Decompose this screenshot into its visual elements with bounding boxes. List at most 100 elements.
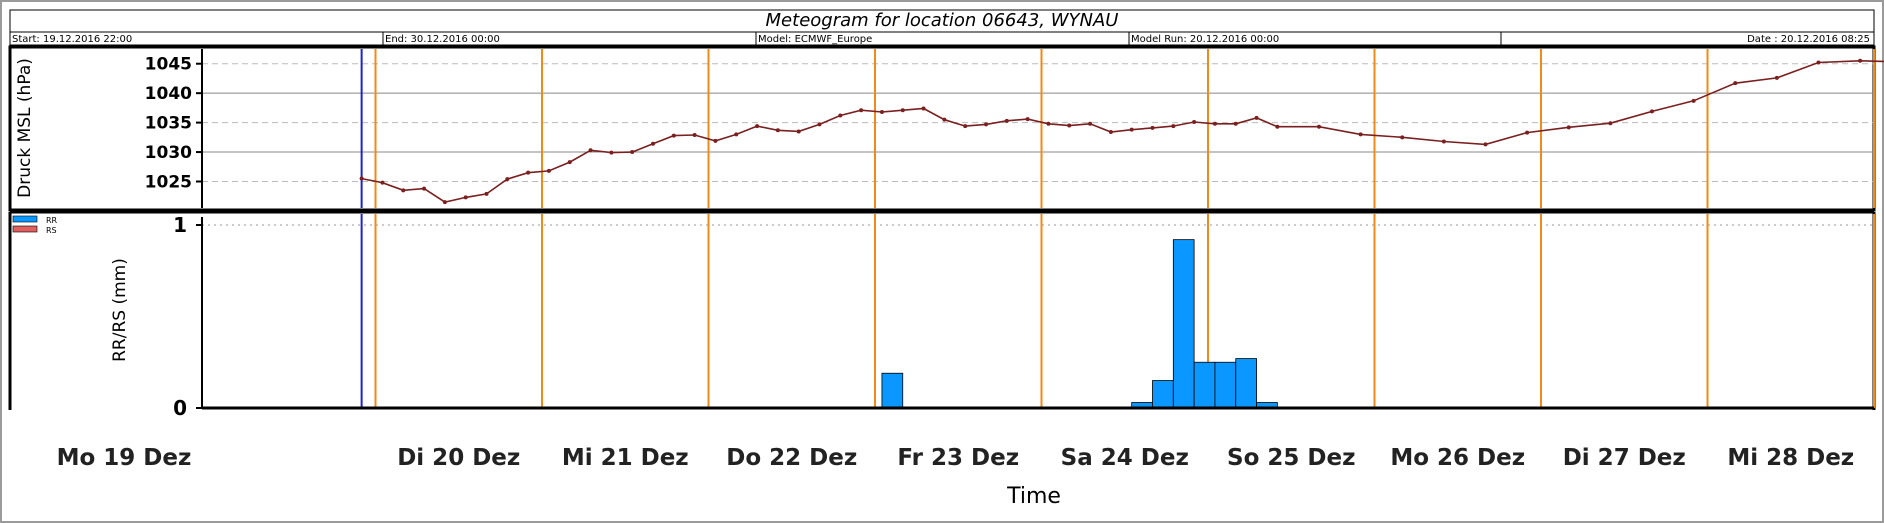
legend-rr-swatch bbox=[12, 215, 38, 223]
pressure-point bbox=[796, 129, 801, 134]
x-axis-day-labels: Mo 19 Dez Di 20 Dez Mi 21 Dez Do 22 Dez Fr 2… bbox=[57, 445, 1855, 471]
pressure-point bbox=[838, 113, 843, 118]
pressure-point bbox=[1317, 124, 1321, 129]
date-label: Date : 20.12.2016 08:25 bbox=[1747, 34, 1870, 45]
pressure-point bbox=[567, 160, 572, 165]
pressure-point bbox=[1254, 115, 1259, 120]
precip-bar-rr bbox=[1193, 361, 1216, 409]
pressure-point bbox=[1129, 127, 1134, 132]
pressure-point bbox=[1150, 125, 1155, 130]
pressure-point bbox=[422, 186, 427, 191]
precip-bar-rr bbox=[1235, 358, 1257, 409]
pressure-point bbox=[588, 148, 593, 153]
pressure-point bbox=[442, 200, 447, 205]
pressure-point bbox=[713, 138, 718, 143]
pressure-point bbox=[1358, 132, 1363, 137]
pressure-y-ticks: 1025 1030 1035 1040 1045 bbox=[145, 49, 203, 208]
x-day-label: Fr 23 Dez bbox=[897, 445, 1019, 471]
pressure-point bbox=[1483, 142, 1488, 147]
legend-rs-label: RS bbox=[46, 226, 57, 235]
x-day-label: So 25 Dez bbox=[1227, 445, 1355, 471]
chart-title: Meteogram for location 06643, WYNAU bbox=[766, 10, 1119, 31]
pressure-y-tick-label: 1040 bbox=[145, 84, 192, 104]
x-day-label: Do 22 Dez bbox=[726, 445, 857, 471]
pressure-point bbox=[1004, 118, 1009, 123]
pressure-point bbox=[817, 122, 822, 127]
pressure-point bbox=[775, 128, 780, 133]
pressure-point bbox=[463, 195, 468, 200]
pressure-point bbox=[1046, 121, 1051, 126]
precip-bar-rr bbox=[1214, 361, 1237, 409]
pressure-point bbox=[526, 170, 531, 175]
pressure-series-line bbox=[361, 59, 1884, 203]
precip-panel: 01 RR/RS (mm) RR RS bbox=[8, 210, 1876, 420]
pressure-point bbox=[942, 117, 947, 122]
pressure-y-tick-label: 1045 bbox=[145, 55, 192, 75]
pressure-point bbox=[900, 108, 905, 113]
header-box bbox=[9, 9, 1875, 46]
pressure-point bbox=[401, 188, 406, 193]
pressure-point bbox=[651, 141, 655, 146]
pressure-point bbox=[1733, 81, 1738, 86]
pressure-point bbox=[1441, 139, 1446, 144]
pressure-point bbox=[630, 150, 635, 155]
pressure-point bbox=[755, 124, 760, 129]
pressure-point bbox=[1858, 58, 1863, 63]
pressure-point bbox=[1691, 98, 1696, 103]
start-label: Start: 19.12.2016 22:00 bbox=[12, 34, 132, 45]
model-run-label: Model Run: 20.12.2016 00:00 bbox=[1131, 34, 1279, 45]
end-label: End: 30.12.2016 00:00 bbox=[385, 34, 500, 45]
pressure-point bbox=[1774, 75, 1779, 80]
pressure-point bbox=[1171, 124, 1176, 129]
pressure-y-label: Druck MSL (hPa) bbox=[15, 58, 35, 198]
x-day-label: Di 20 Dez bbox=[397, 445, 520, 471]
pressure-point bbox=[692, 132, 697, 137]
model-label: Model: ECMWF_Europe bbox=[758, 34, 872, 45]
pressure-point bbox=[609, 150, 614, 155]
pressure-point bbox=[1816, 60, 1821, 65]
pressure-point bbox=[1525, 130, 1530, 135]
pressure-point bbox=[963, 124, 968, 129]
pressure-points bbox=[359, 58, 1863, 205]
pressure-day-lines bbox=[374, 49, 1875, 208]
pressure-point bbox=[671, 133, 676, 138]
pressure-point bbox=[1108, 130, 1113, 135]
x-day-label: Mi 28 Dez bbox=[1727, 445, 1854, 471]
precip-y-label: RR/RS (mm) bbox=[110, 258, 130, 362]
pressure-point bbox=[1566, 125, 1571, 130]
precip-bar-rr bbox=[1172, 239, 1195, 409]
pressure-point bbox=[734, 132, 739, 137]
x-day-label: Sa 24 Dez bbox=[1061, 445, 1189, 471]
pressure-point bbox=[1233, 121, 1238, 126]
pressure-point bbox=[1275, 124, 1280, 129]
pressure-point bbox=[921, 106, 926, 111]
pressure-point bbox=[484, 191, 489, 196]
pressure-point bbox=[1400, 135, 1405, 140]
x-day-label: Mi 21 Dez bbox=[562, 445, 689, 471]
pressure-point bbox=[1192, 120, 1197, 125]
precip-y-tick-label: 1 bbox=[173, 213, 187, 237]
x-axis-label: Time bbox=[1006, 484, 1061, 509]
legend-rr-label: RR bbox=[46, 216, 58, 225]
legend-rs-swatch bbox=[12, 225, 38, 233]
legend: RR RS bbox=[12, 215, 58, 235]
pressure-point bbox=[1608, 121, 1613, 126]
pressure-point bbox=[546, 168, 551, 173]
pressure-point bbox=[1212, 121, 1217, 126]
x-day-label: Mo 26 Dez bbox=[1390, 445, 1525, 471]
precip-bars bbox=[881, 239, 1278, 409]
pressure-point bbox=[1067, 123, 1072, 128]
x-day-label: Di 27 Dez bbox=[1563, 445, 1686, 471]
pressure-point bbox=[879, 110, 884, 115]
pressure-y-tick-label: 1025 bbox=[145, 173, 192, 193]
precip-bar-rr bbox=[881, 372, 904, 409]
precip-y-ticks: 01 bbox=[173, 213, 203, 420]
pressure-y-tick-label: 1035 bbox=[145, 114, 192, 134]
pressure-point bbox=[1650, 109, 1654, 114]
pressure-point bbox=[505, 177, 510, 182]
pressure-point bbox=[859, 108, 864, 113]
pressure-point bbox=[1088, 121, 1093, 126]
pressure-grid bbox=[202, 63, 1874, 182]
pressure-point bbox=[359, 176, 364, 181]
header: Meteogram for location 06643, WYNAU Star… bbox=[9, 9, 1875, 46]
